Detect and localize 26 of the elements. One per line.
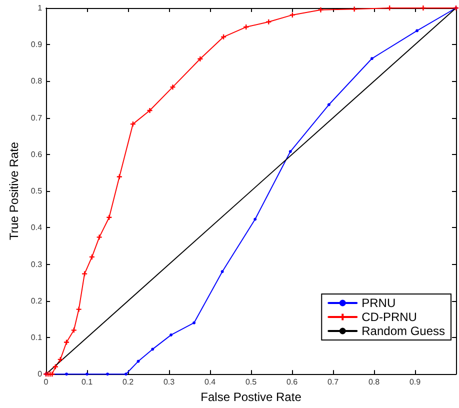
- x-tick-label: 0.7: [327, 378, 340, 387]
- y-tick-label: 0.5: [30, 186, 43, 196]
- y-tick-label: 0.8: [30, 76, 43, 86]
- y-tick-label: 0.1: [30, 332, 43, 342]
- x-axis-title: False Postive Rate: [200, 390, 302, 404]
- x-tick-label: 0.9: [409, 378, 422, 387]
- legend-label: PRNU: [362, 296, 396, 310]
- x-tick-label: 0.4: [204, 378, 216, 387]
- y-tick-label: 0.6: [30, 150, 43, 159]
- x-tick-label: 0.6: [286, 378, 298, 387]
- y-tick-label: 0.7: [30, 113, 43, 122]
- y-tick-label: 0.2: [30, 296, 43, 306]
- y-tick-label: 1: [38, 4, 43, 12]
- legend-label: CD-PRNU: [362, 310, 417, 324]
- legend-label: Random Guess: [362, 324, 445, 338]
- y-tick-label: 0.4: [30, 223, 43, 232]
- y-tick-label: 0: [38, 370, 43, 379]
- y-axis-title: True Positive Rate: [7, 142, 21, 240]
- x-tick-label: 0.5: [245, 378, 258, 387]
- x-tick-label: 0.2: [122, 378, 134, 387]
- x-tick-label: 0: [44, 378, 49, 387]
- y-tick-label: 0.3: [30, 260, 43, 269]
- x-tick-label: 0.1: [81, 378, 94, 387]
- y-tick-label: 0.9: [30, 40, 43, 50]
- x-tick-label: 0.3: [163, 378, 176, 387]
- x-tick-label: 0.8: [368, 378, 380, 387]
